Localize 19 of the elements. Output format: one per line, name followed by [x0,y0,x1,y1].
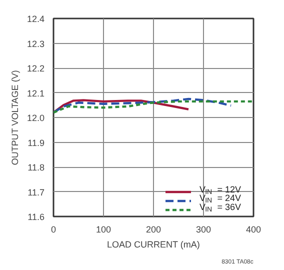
x-axis-title: LOAD CURRENT (mA) [107,240,200,250]
x-tick-label: 100 [96,224,112,234]
y-tick-label: 11.6 [28,212,45,222]
x-tick-label: 200 [146,224,162,234]
y-tick-label: 12.0 [26,113,45,123]
y-tick-label: 12.2 [26,64,45,74]
y-tick-label: 12.1 [26,88,45,98]
y-tick-label: 11.8 [28,162,45,172]
x-tick-label: 0 [50,224,56,234]
x-tick-label: 300 [196,224,212,234]
y-tick-label: 11.9 [28,138,45,148]
y-tick-label: 12.3 [26,38,45,49]
y-tick-label: 12.4 [26,14,45,24]
x-tick-label: 400 [246,224,262,234]
line-series [54,99,190,114]
line-series [54,100,254,114]
line-series [54,98,232,114]
y-axis-title: OUTPUT VOLTAGE (V) [10,70,20,166]
y-tick-label: 11.7 [28,187,45,198]
